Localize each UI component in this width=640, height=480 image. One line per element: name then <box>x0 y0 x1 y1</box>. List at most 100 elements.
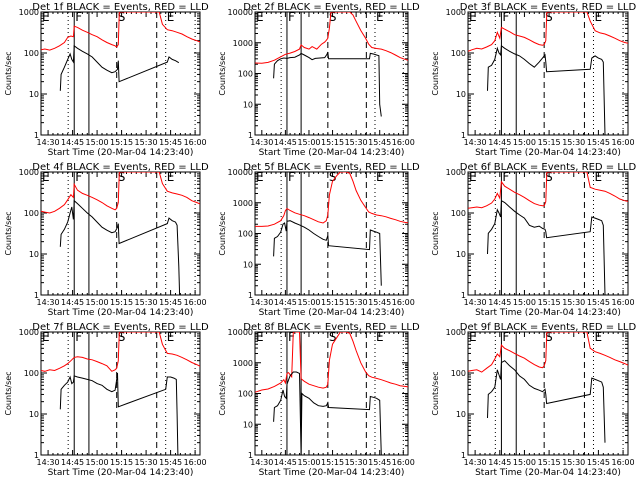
segment-label: F <box>288 170 295 184</box>
y-tick-label: 100 <box>238 70 253 79</box>
x-tick-label: 14:45 <box>61 298 84 307</box>
x-tick-label: 15:00 <box>86 138 109 147</box>
panel-title: Det 1f BLACK = Events, RED = LLD <box>32 2 209 13</box>
segment-label: F <box>502 170 509 184</box>
panel-title: Det 2f BLACK = Events, RED = LLD <box>243 2 420 13</box>
plot-frame <box>254 171 409 296</box>
x-axis-label: Start Time (20-Mar-04 14:23:40) <box>475 468 621 478</box>
segment-label: S <box>118 170 126 184</box>
y-tick-label: 10 <box>243 260 253 269</box>
x-tick-label: 15:45 <box>368 298 391 307</box>
segment-label: S <box>545 10 553 24</box>
lld-series-line <box>41 172 200 214</box>
plot-frame <box>40 11 201 136</box>
series-group <box>255 332 408 455</box>
y-tick-label: 1 <box>248 451 253 460</box>
x-tick-label: 14:30 <box>250 458 273 467</box>
x-axis-label: Start Time (20-Mar-04 14:23:40) <box>48 148 194 158</box>
x-axis-label: Start Time (20-Mar-04 14:23:40) <box>259 148 405 158</box>
lld-series-line <box>41 332 200 372</box>
segment-label: F <box>75 330 82 344</box>
series-group <box>468 172 628 295</box>
y-tick-label: 10 <box>29 410 39 419</box>
y-tick-label: 100 <box>238 390 253 399</box>
y-axis-label: Counts/sec <box>218 211 227 255</box>
y-tick-label: 1000 <box>233 359 253 368</box>
x-tick-label: 15:45 <box>587 298 610 307</box>
x-tick-label: 15:00 <box>513 138 536 147</box>
x-tick-label: 16:00 <box>392 458 415 467</box>
x-tick-label: 15:30 <box>135 138 158 147</box>
y-tick-label: 100 <box>24 369 39 378</box>
x-tick-label: 14:45 <box>61 458 84 467</box>
segment-label: S <box>545 170 553 184</box>
y-axis-label: Counts/sec <box>218 51 227 95</box>
y-tick-label: 10 <box>243 420 253 429</box>
x-tick-label: 15:15 <box>110 458 133 467</box>
lld-series-line <box>41 12 200 51</box>
x-tick-label: 14:30 <box>250 298 273 307</box>
segment-label: F <box>288 330 295 344</box>
x-tick-label: 14:30 <box>464 298 487 307</box>
y-tick-label: 1000 <box>446 168 466 177</box>
x-axis-label: Start Time (20-Mar-04 14:23:40) <box>48 308 194 318</box>
x-tick-label: 15:30 <box>345 138 368 147</box>
x-tick-label: 16:00 <box>392 298 415 307</box>
x-tick-label: 14:45 <box>488 458 511 467</box>
x-tick-label: 16:00 <box>612 138 635 147</box>
segment-label: S <box>118 330 126 344</box>
plot-frame <box>254 11 409 136</box>
plot-frame <box>40 171 201 296</box>
x-tick-label: 15:30 <box>562 298 585 307</box>
segment-label: E <box>594 10 602 24</box>
segment-label: E <box>42 170 50 184</box>
segment-label: E <box>469 330 477 344</box>
lld-series-line <box>468 332 628 373</box>
x-tick-label: 15:45 <box>368 138 391 147</box>
panel-det-3: Det 3f BLACK = Events, RED = LLD 1 10 100 10… <box>431 2 636 158</box>
x-tick-label: 14:45 <box>488 298 511 307</box>
y-tick-label: 1 <box>461 291 466 300</box>
panel-det-1: Det 1f BLACK = Events, RED = LLD 1 10 100 10… <box>4 2 209 158</box>
x-tick-label: 15:15 <box>321 458 344 467</box>
x-tick-label: 15:45 <box>159 298 182 307</box>
x-tick-label: 15:15 <box>538 298 561 307</box>
series-group <box>468 332 628 443</box>
y-axis-label: Counts/sec <box>4 211 13 255</box>
plot-frame <box>467 331 629 456</box>
lld-series-line <box>468 12 628 52</box>
y-axis-label: Counts/sec <box>431 51 440 95</box>
segment-label: E <box>256 170 264 184</box>
segment-label: S <box>545 330 553 344</box>
panel-title: Det 4f BLACK = Events, RED = LLD <box>32 162 209 173</box>
x-tick-label: 14:30 <box>464 138 487 147</box>
lld-series-line <box>255 172 408 227</box>
y-tick-label: 10000 <box>228 168 253 177</box>
x-tick-label: 14:30 <box>37 298 60 307</box>
y-tick-label: 1 <box>34 291 39 300</box>
x-tick-label: 15:45 <box>159 458 182 467</box>
events-series-line <box>273 371 382 455</box>
x-tick-label: 15:30 <box>562 138 585 147</box>
y-tick-label: 100 <box>238 230 253 239</box>
panel-det-5: Det 5f BLACK = Events, RED = LLD 1 10 100 10… <box>218 162 420 318</box>
x-tick-label: 14:45 <box>61 138 84 147</box>
x-tick-label: 14:30 <box>37 138 60 147</box>
y-tick-label: 10 <box>456 250 466 259</box>
panel-title: Det 8f BLACK = Events, RED = LLD <box>243 322 420 333</box>
x-tick-label: 15:45 <box>587 458 610 467</box>
x-tick-label: 15:15 <box>110 138 133 147</box>
segment-label: F <box>288 10 295 24</box>
panel-title: Det 5f BLACK = Events, RED = LLD <box>243 162 420 173</box>
y-axis-label: Counts/sec <box>4 371 13 415</box>
x-tick-label: 15:00 <box>297 458 320 467</box>
segment-label: E <box>594 330 602 344</box>
x-tick-label: 14:30 <box>250 138 273 147</box>
events-series-line <box>273 51 382 117</box>
segment-label: E <box>469 10 477 24</box>
y-tick-label: 1000 <box>446 328 466 337</box>
series-group <box>468 12 628 135</box>
x-tick-label: 15:15 <box>538 458 561 467</box>
x-axis-label: Start Time (20-Mar-04 14:23:40) <box>475 148 621 158</box>
